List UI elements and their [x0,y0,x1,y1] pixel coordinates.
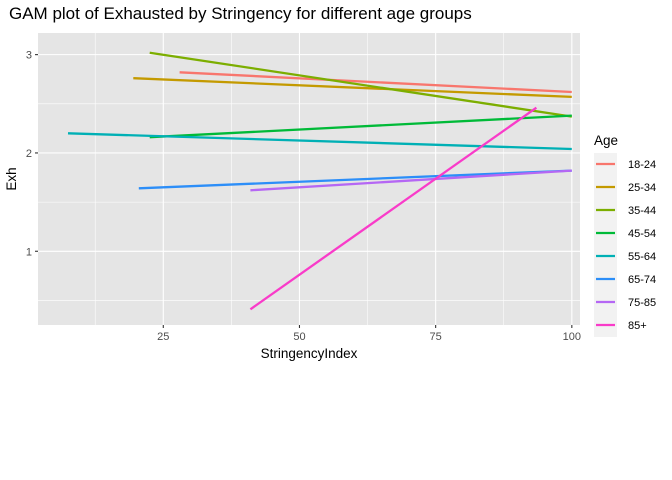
y-tick-label: 3 [26,50,32,62]
legend-label: 85+ [628,320,647,332]
x-tick-label: 50 [293,331,305,343]
x-tick-label: 100 [563,331,581,343]
series-line-25-34 [133,77,572,99]
series-line-85+ [249,106,538,311]
chart-title: GAM plot of Exhausted by Stringency for … [9,4,472,23]
plot-panel [38,33,580,325]
legend-label: 25-34 [628,182,656,194]
x-tick-label: 75 [430,331,442,343]
legend-label: 65-74 [628,274,656,286]
series-line-18-24 [179,71,572,94]
legend-label: 45-54 [628,228,656,240]
x-axis: 25 50 75 100 [157,325,581,343]
y-tick-label: 1 [26,246,32,258]
series-lines [67,51,572,311]
y-tick-label: 2 [26,148,32,160]
legend-label: 35-44 [628,205,656,217]
legend: Age 18-24 25-34 35-44 45-54 55-64 65-74 75-85 8… [594,133,656,337]
series-line-45-54 [149,114,572,139]
y-axis: 1 2 3 [26,50,38,258]
series-line-65-74 [138,169,572,190]
legend-title: Age [594,133,618,148]
legend-label: 75-85 [628,297,656,309]
legend-label: 55-64 [628,251,656,263]
series-line-35-44 [149,51,572,118]
series-line-55-64 [67,132,572,151]
series-line-75-85 [250,169,572,192]
x-axis-title: StringencyIndex [261,346,358,361]
x-tick-label: 25 [157,331,169,343]
y-axis-title: Exh [4,167,19,190]
legend-label: 18-24 [628,159,656,171]
legend-items: 18-24 25-34 35-44 45-54 55-64 65-74 75-85 85+ [594,153,656,337]
major-gridlines [38,33,580,325]
